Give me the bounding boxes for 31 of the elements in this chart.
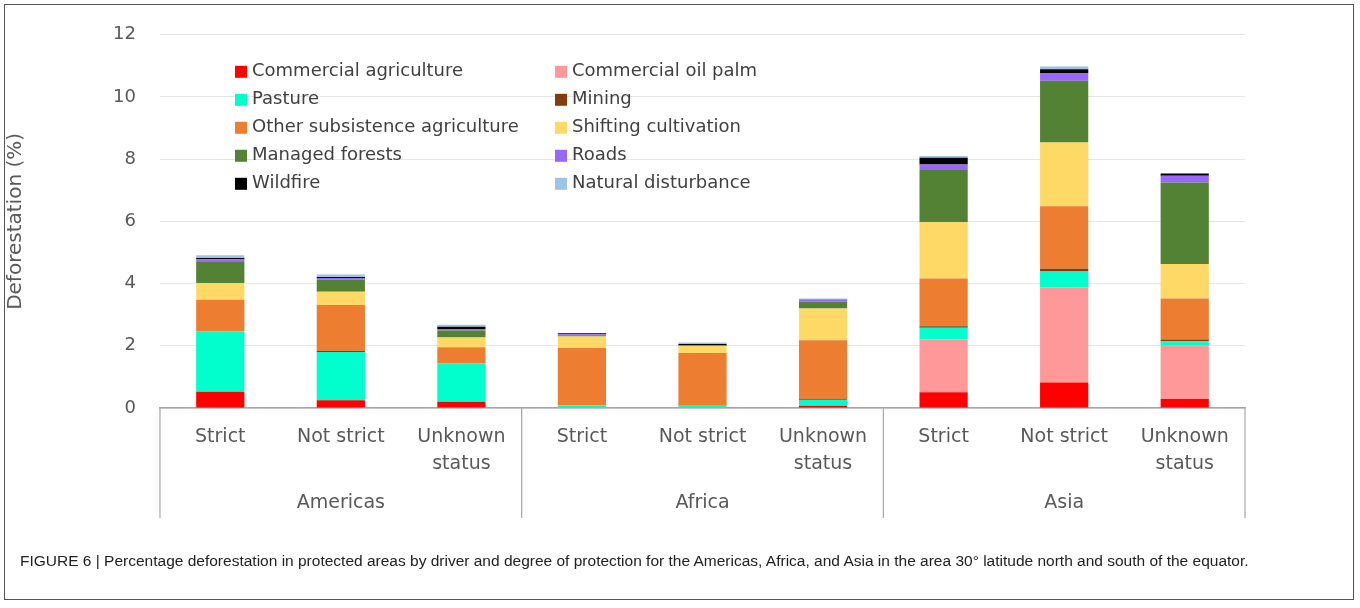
legend-label: Commercial oil palm [572, 59, 758, 81]
x-tick-label: Strict [556, 424, 608, 447]
y-tick-label: 4 [124, 271, 136, 293]
legend-label: Wildfire [252, 171, 321, 193]
legend-label: Managed forests [252, 143, 402, 165]
y-axis-title: Deforestation (%) [2, 132, 27, 310]
legend-label: Commercial agriculture [252, 59, 464, 81]
caption: FIGURE 6 | Percentage deforestation in protected areas by driver and degree of protection for the Americas, Africa, and Asia in the area 30° latitude north and south of the equator. [20, 551, 1250, 571]
y-tick-label: 6 [124, 209, 136, 231]
legend-label: Shifting cultivation [572, 115, 741, 137]
text: Asia [1044, 489, 1085, 512]
x-tick-label: Not strict [297, 424, 385, 447]
x-tick-label: Not strict [1020, 424, 1108, 447]
text: Americas [296, 489, 385, 512]
legend-label: Pasture [252, 87, 319, 109]
x-tick-label: Not strict [658, 424, 747, 447]
legend-label: Roads [572, 143, 627, 165]
x-tick-label: Strict [918, 424, 969, 447]
legend-label: Mining [572, 87, 632, 109]
x-tick-label: Unknown status [778, 424, 868, 473]
legend-label: Other subsistence agriculture [252, 115, 519, 137]
y-tick-label: 0 [124, 395, 136, 417]
x-tick-label: Strict [195, 424, 246, 447]
y-tick-label: 10 [113, 84, 136, 106]
y-tick-label: 8 [124, 146, 136, 168]
y-tick-label: 12 [113, 22, 136, 44]
x-tick-label: Unknown status [1140, 424, 1229, 473]
text: Africa [675, 489, 730, 512]
x-tick-label: Unknown status [417, 424, 506, 473]
legend-label: Natural disturbance [572, 171, 751, 193]
y-tick-label: 2 [124, 333, 136, 355]
